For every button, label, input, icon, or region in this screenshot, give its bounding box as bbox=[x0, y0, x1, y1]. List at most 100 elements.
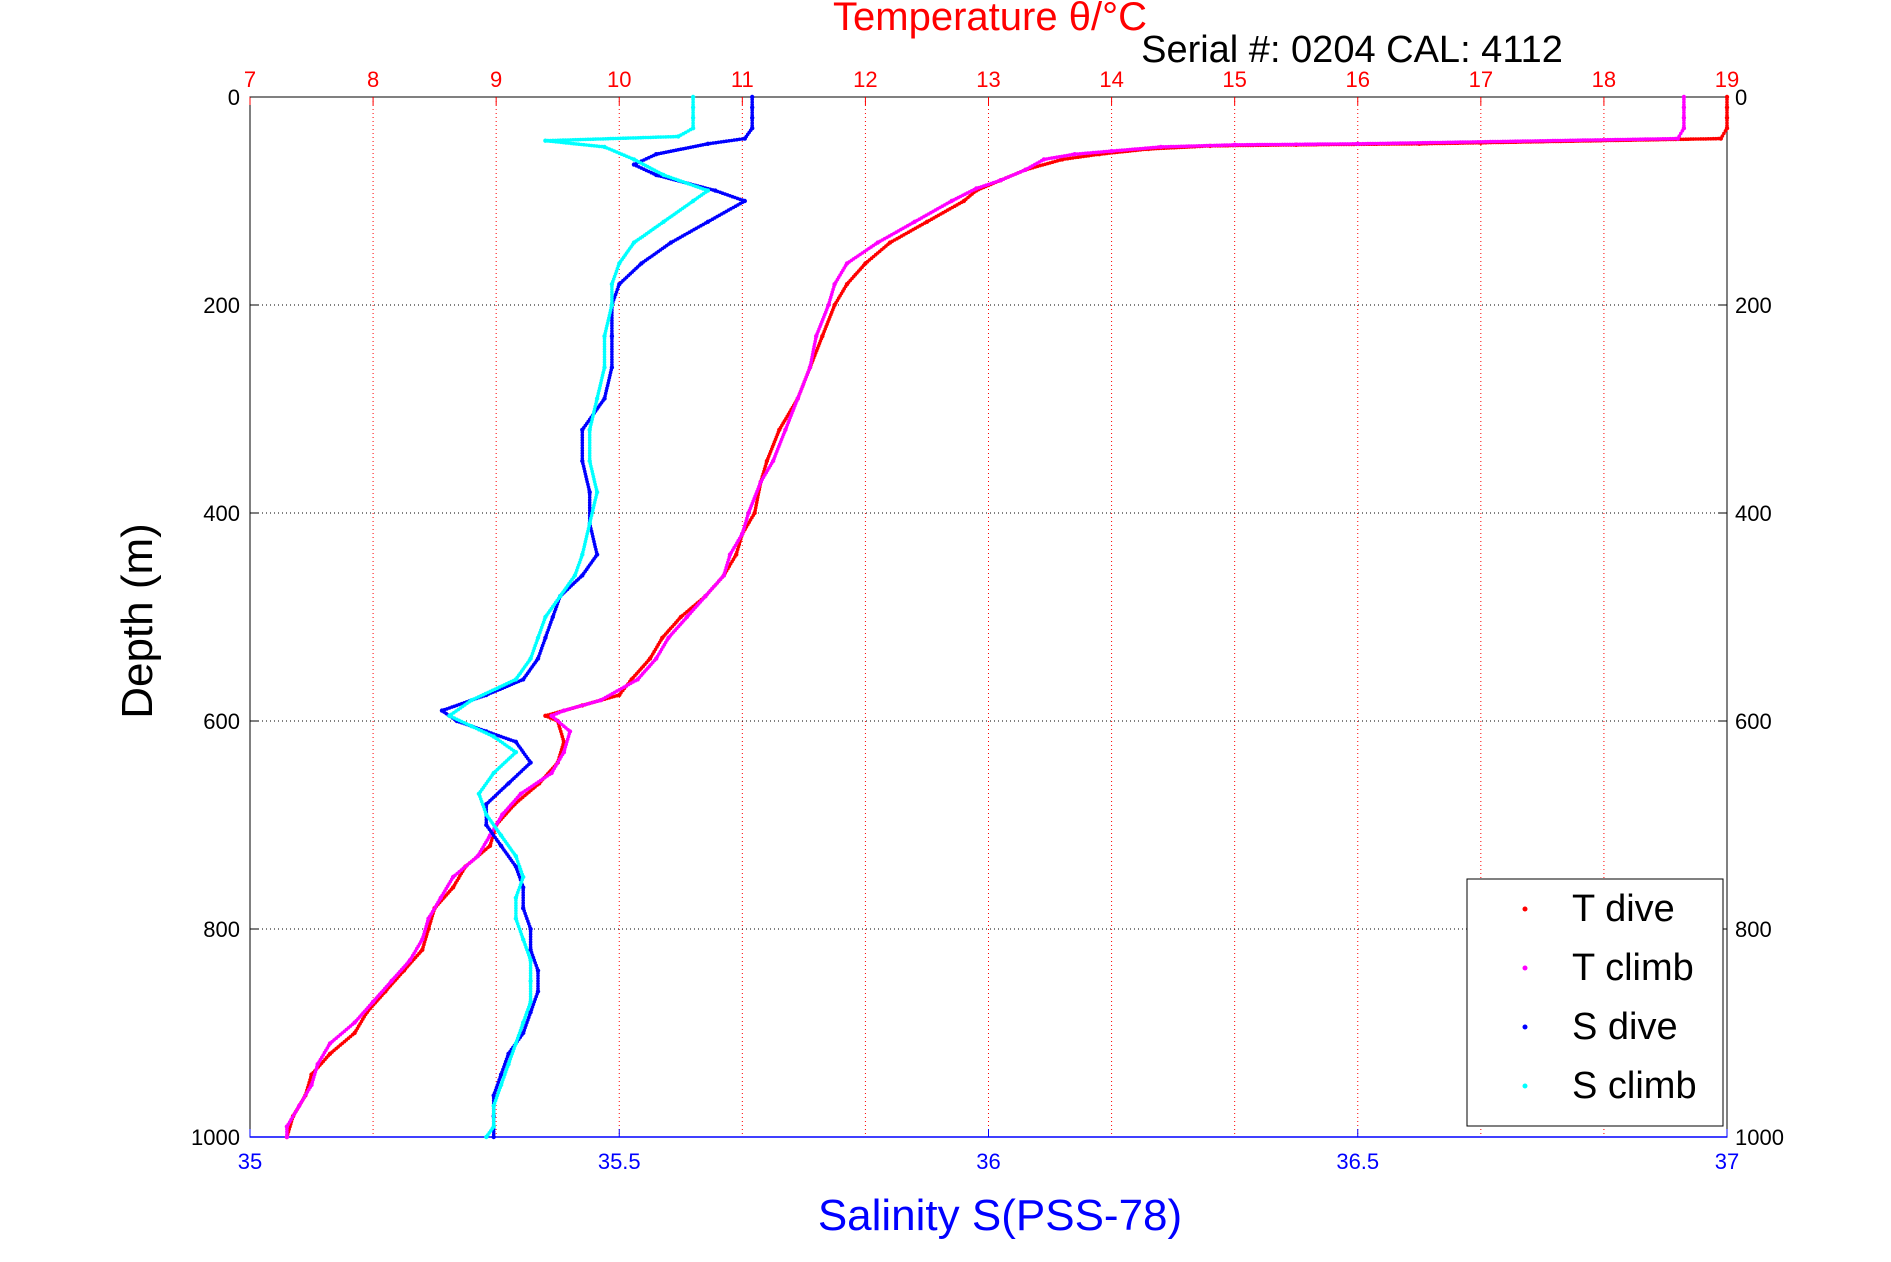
data-point bbox=[1340, 142, 1345, 146]
data-point bbox=[1653, 137, 1658, 141]
data-point bbox=[610, 329, 614, 333]
data-point bbox=[1194, 144, 1199, 148]
data-point bbox=[580, 454, 585, 458]
data-point bbox=[602, 355, 607, 359]
data-point bbox=[1174, 144, 1178, 149]
data-point bbox=[1709, 137, 1713, 141]
data-point bbox=[1536, 139, 1540, 143]
data-point bbox=[1353, 142, 1357, 146]
data-point bbox=[1065, 156, 1070, 161]
data-point bbox=[521, 896, 525, 900]
data-point bbox=[1491, 139, 1495, 144]
data-point bbox=[1278, 142, 1282, 147]
data-point bbox=[1084, 154, 1088, 158]
data-point bbox=[1101, 149, 1106, 154]
data-point bbox=[1586, 138, 1590, 142]
data-point bbox=[1543, 139, 1548, 143]
data-point bbox=[610, 318, 614, 323]
data-point bbox=[1225, 143, 1229, 147]
data-point bbox=[521, 885, 526, 890]
data-point bbox=[484, 1134, 489, 1140]
data-point bbox=[1140, 146, 1145, 151]
data-point bbox=[750, 110, 754, 115]
data-point bbox=[1207, 143, 1211, 148]
data-point bbox=[569, 141, 573, 146]
data-point bbox=[1682, 118, 1686, 123]
data-point bbox=[1179, 144, 1183, 149]
data-point bbox=[1701, 137, 1706, 141]
data-point bbox=[609, 334, 615, 339]
data-point bbox=[580, 448, 585, 453]
tick-label-depth-right: 800 bbox=[1735, 917, 1772, 942]
data-point bbox=[491, 1103, 496, 1109]
data-point bbox=[1636, 137, 1640, 142]
data-point bbox=[1094, 150, 1098, 155]
tick-label-depth-left: 1000 bbox=[191, 1125, 240, 1150]
data-point bbox=[1448, 140, 1453, 145]
data-point bbox=[1156, 145, 1160, 149]
data-point bbox=[1493, 139, 1498, 144]
data-point bbox=[589, 143, 594, 148]
data-point bbox=[1696, 137, 1701, 141]
data-point bbox=[548, 139, 553, 143]
series-t-climb bbox=[284, 94, 1687, 1140]
tick-label-depth-right: 600 bbox=[1735, 709, 1772, 734]
data-point bbox=[1227, 143, 1232, 147]
data-point bbox=[580, 446, 585, 450]
data-layer bbox=[284, 94, 1730, 1140]
data-point bbox=[528, 932, 533, 936]
data-point bbox=[690, 115, 696, 121]
tick-label-depth-right: 400 bbox=[1735, 501, 1772, 526]
tick-label-depth-right: 200 bbox=[1735, 293, 1772, 318]
data-point bbox=[691, 100, 695, 104]
data-point bbox=[1125, 148, 1129, 152]
data-point bbox=[491, 1114, 496, 1118]
data-point bbox=[1130, 147, 1135, 152]
data-point bbox=[580, 451, 585, 456]
data-point bbox=[1285, 142, 1290, 147]
data-point bbox=[1080, 151, 1085, 156]
data-point bbox=[1573, 138, 1578, 143]
data-point bbox=[1189, 144, 1194, 148]
data-point bbox=[740, 137, 744, 141]
data-point bbox=[610, 295, 614, 300]
data-point bbox=[1681, 137, 1686, 142]
data-point bbox=[729, 138, 734, 143]
data-point bbox=[602, 350, 607, 354]
data-point bbox=[528, 971, 533, 975]
tick-label-temperature: 9 bbox=[490, 67, 502, 92]
data-point bbox=[602, 339, 607, 344]
data-point bbox=[1682, 110, 1686, 115]
data-point bbox=[491, 1119, 496, 1124]
data-point bbox=[610, 355, 614, 359]
data-point bbox=[587, 443, 592, 448]
data-point bbox=[750, 97, 754, 102]
data-point bbox=[1523, 139, 1528, 143]
data-point bbox=[528, 974, 533, 978]
data-point bbox=[1320, 142, 1325, 146]
data-point bbox=[1122, 148, 1127, 152]
data-point bbox=[528, 958, 533, 963]
data-point bbox=[491, 1109, 496, 1113]
data-point bbox=[536, 984, 540, 988]
tick-label-depth-left: 0 bbox=[228, 85, 240, 110]
data-point bbox=[602, 344, 607, 349]
data-point bbox=[514, 898, 518, 903]
data-point bbox=[1556, 138, 1560, 143]
data-point bbox=[1658, 137, 1663, 141]
data-point bbox=[1146, 146, 1150, 150]
data-point bbox=[1275, 142, 1280, 147]
data-point bbox=[1468, 140, 1473, 144]
data-point bbox=[1598, 138, 1603, 142]
data-point bbox=[580, 427, 585, 432]
data-point bbox=[1318, 142, 1322, 146]
data-point bbox=[521, 901, 525, 905]
data-point bbox=[1308, 142, 1312, 146]
data-point bbox=[587, 446, 592, 450]
data-point bbox=[610, 360, 614, 365]
tick-label-temperature: 14 bbox=[1099, 67, 1123, 92]
data-point bbox=[602, 357, 607, 362]
data-point bbox=[1725, 121, 1729, 125]
